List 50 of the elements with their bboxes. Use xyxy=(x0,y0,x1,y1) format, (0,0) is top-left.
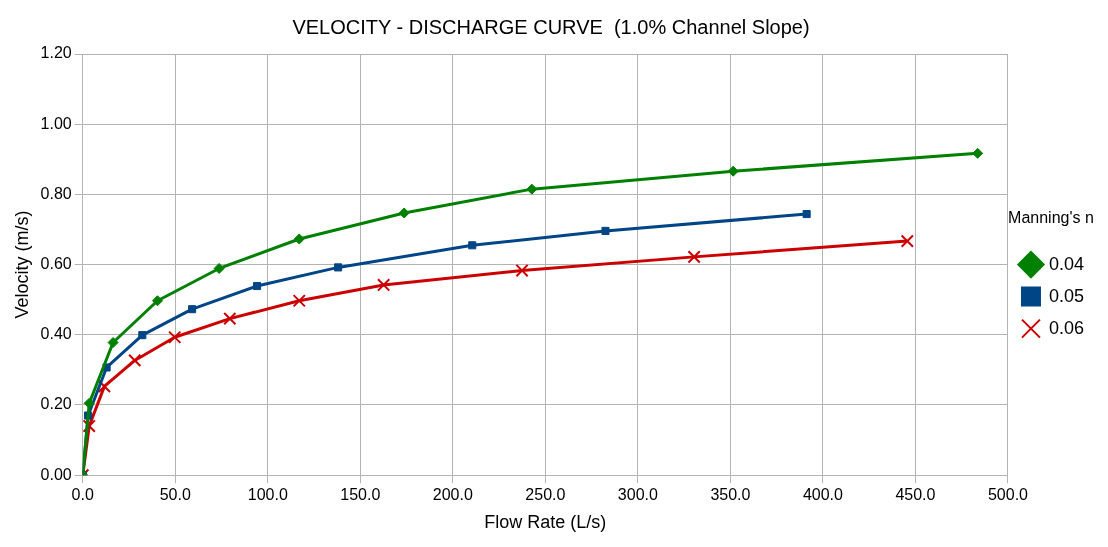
x-tick-label: 200.0 xyxy=(432,486,473,504)
x-tick-label: 150.0 xyxy=(340,486,381,504)
x-tick-label: 300.0 xyxy=(617,486,658,504)
point xyxy=(128,353,142,368)
x-tick-label: 100.0 xyxy=(247,486,288,504)
point xyxy=(515,263,529,278)
y-tick-label: 0.60 xyxy=(40,255,72,273)
point xyxy=(376,278,391,292)
chart-title: VELOCITY - DISCHARGE CURVE (1.0% Channel Slope) xyxy=(292,15,810,38)
legend-label: 0.05 xyxy=(1048,285,1085,306)
point xyxy=(292,294,306,308)
x-tick-label: 400.0 xyxy=(802,486,844,504)
point xyxy=(334,263,343,272)
y-tick-label: 1.00 xyxy=(40,114,72,132)
x-tick-label: 50.0 xyxy=(159,486,191,504)
point xyxy=(468,241,477,250)
point xyxy=(83,397,95,409)
x-tick-label: 0.0 xyxy=(71,486,94,504)
point xyxy=(82,419,96,433)
point xyxy=(601,226,610,235)
point xyxy=(398,207,410,219)
y-tick-label: 0.00 xyxy=(40,465,72,483)
point xyxy=(253,281,262,291)
legend-label: 0.04 xyxy=(1048,253,1085,274)
y-tick-label: 0.80 xyxy=(40,184,72,202)
x-tick-label: 450.0 xyxy=(895,486,936,504)
point xyxy=(188,305,197,314)
x-tick-label: 350.0 xyxy=(710,486,751,504)
point xyxy=(687,250,701,264)
point xyxy=(97,379,112,394)
y-axis-title: Velocity (m/s) xyxy=(11,210,32,319)
point xyxy=(168,330,182,344)
x-axis-title: Flow Rate (L/s) xyxy=(484,512,607,533)
legend-title: Manning's n xyxy=(1008,208,1094,226)
point xyxy=(152,295,163,307)
y-tick-label: 1.20 xyxy=(40,44,72,62)
x-tick-label: 500.0 xyxy=(987,486,1029,504)
point xyxy=(138,331,147,340)
point xyxy=(727,165,739,177)
point xyxy=(972,147,984,159)
point xyxy=(107,337,119,349)
y-tick-label: 0.40 xyxy=(40,325,72,343)
point xyxy=(293,233,305,245)
point xyxy=(900,234,914,248)
point xyxy=(802,210,811,219)
legend-label: 0.06 xyxy=(1048,317,1085,338)
x-tick-label: 250.0 xyxy=(525,486,566,504)
point xyxy=(213,262,225,274)
y-tick-label: 0.20 xyxy=(40,395,72,413)
point xyxy=(223,312,237,326)
